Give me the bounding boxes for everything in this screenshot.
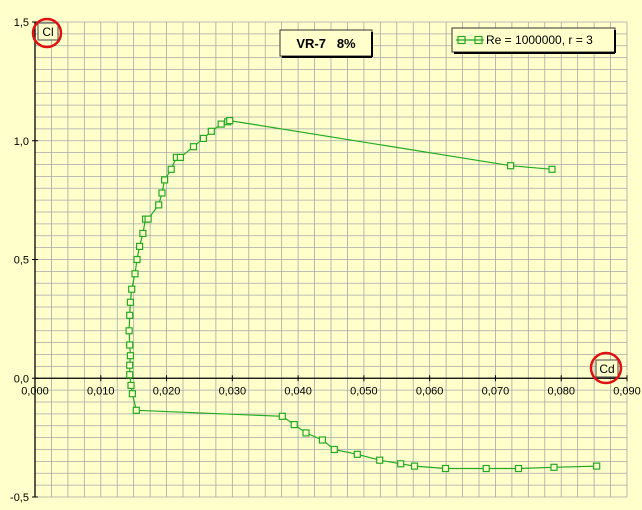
data-point — [514, 464, 523, 473]
data-point — [353, 450, 361, 458]
x-tick-label: 0,090 — [613, 385, 641, 397]
data-point — [290, 421, 298, 429]
x-axis-label: Cd — [599, 362, 614, 376]
data-point — [167, 165, 175, 173]
legend-marker-right — [474, 35, 483, 45]
title-box: VR-7 8% — [279, 29, 373, 58]
data-point — [330, 445, 338, 454]
y-tick-label: 1,5 — [14, 17, 29, 29]
data-point — [176, 153, 184, 161]
data-point — [128, 285, 136, 293]
data-point — [441, 464, 450, 473]
data-point — [318, 436, 326, 444]
x-tick-label: 0,020 — [153, 385, 181, 397]
data-point — [593, 462, 601, 470]
x-tick-label: 0,060 — [416, 385, 444, 397]
data-point — [128, 390, 136, 398]
data-point — [482, 464, 490, 473]
data-point — [278, 412, 286, 420]
data-point — [127, 381, 135, 389]
data-point — [144, 215, 152, 223]
x-tick-label: 0,050 — [350, 385, 378, 397]
data-point — [155, 201, 163, 209]
data-point — [125, 327, 133, 335]
data-point — [161, 176, 169, 184]
data-point — [226, 116, 234, 125]
legend-series-label: Re = 1000000, r = 3 — [486, 33, 593, 47]
highlight-circle-cl — [31, 17, 63, 49]
legend-marker-left — [457, 35, 466, 45]
tick-labels: 0,000 0,010 0,020 0,030 0,040 0,050 0,060 0,070… — [10, 17, 641, 504]
data-point — [158, 189, 166, 197]
x-tick-label: 0,080 — [547, 385, 575, 397]
data-point — [397, 460, 405, 468]
x-axis-label-group: Cd — [589, 351, 623, 385]
y-axis-label-group: Cl — [31, 17, 63, 49]
y-tick-label: -0,5 — [10, 492, 29, 504]
data-point — [126, 352, 135, 360]
data-point — [207, 127, 215, 135]
highlight-circle-cd — [589, 351, 623, 385]
data-point — [126, 298, 135, 306]
data-point — [550, 463, 558, 471]
y-tick-label: 0,0 — [14, 373, 29, 385]
y-tick-label: 1,0 — [14, 136, 29, 148]
data-point — [136, 242, 144, 250]
data-point — [131, 270, 139, 278]
x-tick-label: 0,000 — [21, 385, 49, 397]
data-point — [410, 462, 419, 470]
data-point — [548, 165, 556, 173]
series-layer — [125, 116, 601, 473]
x-tick-label: 0,070 — [482, 385, 510, 397]
data-point — [217, 120, 225, 128]
data-point — [126, 361, 134, 369]
data-point — [132, 406, 140, 414]
data-point — [139, 229, 147, 237]
data-point — [189, 143, 198, 151]
x-tick-label: 0,040 — [284, 385, 312, 397]
data-point — [199, 134, 207, 142]
data-point — [133, 255, 141, 264]
data-point — [126, 311, 134, 319]
x-tick-label: 0,030 — [219, 385, 247, 397]
data-point — [126, 341, 134, 349]
data-point — [507, 162, 515, 170]
legend: Re = 1000000, r = 3 — [451, 27, 616, 54]
x-tick-label: 0,010 — [87, 385, 115, 397]
grid — [34, 21, 628, 498]
data-point — [376, 456, 384, 464]
data-point — [126, 371, 134, 379]
y-axis-label: Cl — [42, 25, 53, 39]
chart-title: VR-7 8% — [296, 36, 356, 51]
y-tick-label: 0,5 — [14, 255, 29, 267]
data-point — [302, 429, 310, 437]
